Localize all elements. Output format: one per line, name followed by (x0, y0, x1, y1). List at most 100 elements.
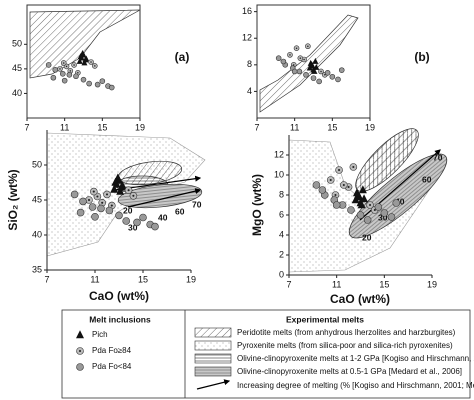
marker-circle (61, 77, 68, 84)
marker-triangle (118, 181, 127, 190)
marker-dot (324, 74, 326, 76)
annotation: 60 (422, 174, 432, 184)
y-tick-label: 45 (12, 63, 22, 73)
x-tick-label: 7 (254, 122, 259, 132)
marker-circle (324, 70, 331, 76)
legend-box (61, 309, 471, 399)
marker-circle (66, 71, 73, 78)
marker-circle (151, 222, 159, 231)
marker-dot (96, 195, 99, 198)
y-axis-label: SiO₂ (wt%) (6, 169, 20, 230)
marker-dot (303, 58, 305, 61)
legend-item: Olivine-clinopyroxenite melts at 0.5-1 G… (237, 367, 462, 376)
marker-circle (76, 363, 84, 371)
marker-circle (387, 213, 396, 221)
x-tick-label: 15 (97, 122, 107, 132)
panel-label: (b) (414, 50, 429, 64)
annotation: 20 (362, 232, 372, 242)
marker-circle (97, 204, 105, 213)
inset-frame (256, 4, 371, 119)
marker-triangle (358, 185, 367, 194)
y-tick-label: 16 (242, 6, 252, 16)
marker-circle (115, 211, 123, 220)
marker-dot (352, 165, 355, 169)
inset-field-a (29, 9, 141, 79)
marker-dot (292, 64, 295, 66)
marker-triangle (313, 63, 320, 70)
marker-circle (380, 209, 389, 217)
y-tick-label: 50 (12, 39, 22, 49)
marker-dot (132, 194, 135, 197)
marker-circle (374, 203, 383, 211)
y-tick-label: 10 (274, 169, 284, 179)
marker-triangle (306, 64, 313, 71)
marker-triangle (116, 186, 125, 195)
legend-item: Pda Fo<84 (92, 362, 132, 371)
legend-item: Pyroxenite melts (from silica-poor and s… (237, 341, 453, 350)
legend-item: Peridotite melts (from anhydrous lherzol… (237, 328, 456, 337)
fields-a (46, 132, 206, 257)
marker-circle (139, 213, 147, 222)
legend-item: Pda Fo≥84 (92, 346, 132, 355)
marker-triangle (360, 194, 369, 203)
marker-circle (79, 197, 87, 206)
marker-circle (45, 62, 52, 68)
annotation: 70 (192, 199, 202, 209)
y-tick-label: 12 (274, 149, 284, 159)
marker-dot (347, 185, 350, 189)
marker-dot (320, 70, 322, 73)
annotation: 30 (378, 212, 388, 222)
marker-dot (299, 57, 302, 59)
marker-triangle (311, 67, 318, 74)
y-tick-label: 4 (247, 86, 252, 96)
marker-triangle (77, 52, 84, 59)
marker-circle (76, 208, 85, 217)
y-tick-label: 2 (279, 249, 284, 259)
marker-dot (368, 203, 372, 207)
marker-circle (329, 73, 336, 80)
inset-frame (26, 4, 141, 119)
legend-heading: Melt inclusions (89, 314, 151, 324)
x-tick-label: 11 (290, 122, 299, 132)
annotation: 70 (433, 152, 443, 162)
marker-dot (59, 68, 61, 70)
marker-triangle (81, 59, 88, 66)
marker-triangle (357, 200, 366, 209)
marker-triangle (312, 57, 319, 64)
legend-item: Olivine-clinopyroxenite melts at 1-2 GPa… (237, 354, 474, 363)
annotation: 40 (158, 212, 168, 222)
x-tick-label: 11 (90, 274, 99, 284)
marker-circle (338, 67, 345, 73)
marker-dot (105, 193, 109, 196)
x-tick-label: 7 (286, 279, 291, 289)
marker-circle (133, 218, 141, 227)
x-tick-label: 15 (327, 122, 337, 132)
marker-circle (347, 206, 355, 214)
marker-circle (335, 76, 341, 83)
marker-circle (52, 67, 59, 73)
panel-label: (a) (175, 50, 190, 64)
y-tick-label: 50 (32, 159, 42, 169)
y-tick-label: 4 (279, 229, 284, 239)
marker-dot (110, 204, 113, 207)
legend-item: Increasing degree of melting (% [Kogiso … (237, 381, 474, 390)
marker-circle (70, 190, 79, 199)
legend-heading: Experimental melts (286, 314, 364, 324)
marker-circle (356, 211, 365, 219)
marker-dot (127, 189, 130, 192)
marker-dot (92, 190, 95, 193)
marker-triangle (83, 55, 90, 62)
marker-dot (87, 198, 91, 202)
marker-triangle (111, 177, 120, 186)
marker-dot (73, 64, 75, 66)
marker-circle (303, 71, 309, 78)
marker-circle (310, 75, 317, 81)
marker-triangle (76, 330, 84, 339)
marker-circle (363, 216, 372, 224)
marker-circle (80, 76, 87, 83)
y-tick-label: 8 (279, 189, 284, 199)
marker-circle (280, 58, 287, 65)
marker-dot (338, 168, 341, 172)
x-tick-label: 15 (138, 274, 148, 284)
